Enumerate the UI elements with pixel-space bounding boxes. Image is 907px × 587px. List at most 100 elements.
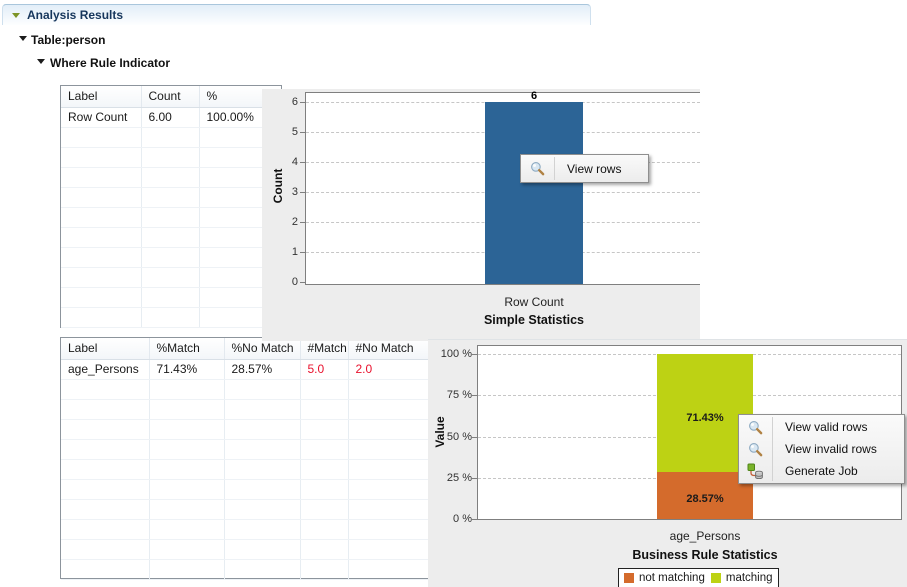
tick-mark [300, 282, 305, 283]
y-tick-label: 75 % [446, 389, 472, 401]
y-tick-label: 100 % [440, 348, 472, 360]
column-header-pnomatch[interactable]: %No Match [224, 338, 301, 360]
tick-mark [300, 132, 305, 133]
empty-row [61, 187, 281, 208]
empty-row [61, 499, 431, 520]
empty-row [61, 519, 431, 540]
empty-row [61, 307, 281, 328]
empty-row [61, 147, 281, 168]
y-tick-label: 4 [291, 156, 298, 168]
menu-item-label: View rows [567, 161, 622, 176]
empty-row [61, 167, 281, 188]
tick-mark [472, 354, 477, 355]
table-row[interactable]: Row Count 6.00 100.00% [61, 107, 281, 128]
context-menu-view-rows: View rows [520, 154, 649, 183]
y-tick-label: 50 % [446, 431, 472, 443]
generate-job-icon [739, 463, 772, 480]
chart-title: Business Rule Statistics [632, 548, 778, 562]
bar-value-label: 6 [530, 90, 538, 102]
empty-row [61, 207, 281, 228]
bar-segment-matching[interactable] [657, 354, 753, 472]
tick-mark [472, 478, 477, 479]
plot-area: 71.43% 28.57% [477, 345, 902, 520]
empty-row [61, 439, 431, 460]
collapse-triangle-icon[interactable] [12, 13, 20, 18]
empty-row [61, 287, 281, 308]
menu-item-label: View invalid rows [785, 442, 877, 456]
legend-swatch-matching [710, 573, 721, 583]
cell-nnomatch: 2.0 [348, 359, 431, 380]
tick-mark [472, 437, 477, 438]
menu-item-label: View valid rows [785, 420, 868, 434]
empty-row [61, 419, 431, 440]
column-header-nnomatch[interactable]: #No Match [348, 338, 431, 360]
tick-mark [300, 192, 305, 193]
menu-item-view-invalid-rows[interactable]: View invalid rows [739, 438, 904, 460]
column-header-count[interactable]: Count [141, 86, 200, 108]
empty-row [61, 479, 431, 500]
chart-legend: not matching matching [618, 568, 779, 587]
business-rule-statistics-table: Label %Match %No Match #Match #No Match … [60, 337, 432, 580]
tick-mark [300, 252, 305, 253]
simple-statistics-table: Label Count % Row Count 6.00 100.00% [60, 85, 282, 328]
y-tick-label: 6 [291, 96, 298, 108]
tree-node-where-rule-indicator[interactable]: Where Rule Indicator [50, 56, 171, 70]
magnifier-icon [521, 161, 554, 176]
tick-mark [472, 395, 477, 396]
collapse-triangle-icon[interactable] [19, 36, 27, 41]
table-header-row: Label Count % [61, 86, 281, 108]
table-row[interactable]: age_Persons 71.43% 28.57% 5.0 2.0 [61, 359, 431, 380]
cell-nmatch: 5.0 [300, 359, 349, 380]
cell-pnomatch: 28.57% [224, 359, 301, 380]
bar-row-count[interactable] [485, 102, 583, 284]
cell-label: age_Persons [61, 359, 150, 380]
empty-row [61, 399, 431, 420]
y-tick-label: 5 [291, 126, 298, 138]
segment-label-matching: 71.43% [686, 412, 724, 424]
plot-area [305, 92, 700, 285]
legend-label-matching: matching [725, 572, 773, 584]
cell-label: Row Count [61, 107, 142, 128]
menu-item-view-rows[interactable]: View rows [521, 155, 648, 182]
section-title: Analysis Results [27, 8, 124, 22]
cell-count: 6.00 [141, 107, 200, 128]
category-label: Row Count [504, 295, 564, 309]
magnifier-icon [739, 420, 772, 435]
legend-label-not-matching: not matching [639, 572, 705, 584]
simple-statistics-chart: 6 6 5 4 3 2 1 0 Count Row Count Simple S… [262, 89, 700, 341]
analysis-results-header[interactable]: Analysis Results [2, 4, 591, 25]
empty-row [61, 127, 281, 148]
column-header-label[interactable]: Label [61, 338, 150, 360]
y-tick-label: 0 % [453, 513, 472, 525]
column-header-nmatch[interactable]: #Match [300, 338, 349, 360]
cell-pmatch: 71.43% [149, 359, 225, 380]
empty-row [61, 559, 431, 580]
y-tick-label: 2 [291, 216, 298, 228]
menu-separator [554, 157, 555, 180]
cell-percent: 100.00% [199, 107, 281, 128]
context-menu-rule-actions: View valid rows View invalid rows [738, 414, 905, 484]
tree-node-table[interactable]: Table:person [31, 33, 106, 47]
tick-mark [300, 102, 305, 103]
chart-title: Simple Statistics [483, 313, 585, 327]
menu-item-view-valid-rows[interactable]: View valid rows [739, 416, 904, 438]
segment-label-not-matching: 28.57% [686, 493, 724, 505]
collapse-triangle-icon[interactable] [37, 59, 45, 64]
empty-row [61, 539, 431, 560]
bar-segment-not-matching[interactable] [657, 472, 753, 519]
magnifier-icon [739, 442, 772, 457]
y-axis-title: Count [271, 168, 285, 204]
menu-item-label: Generate Job [785, 464, 858, 478]
tick-mark [300, 222, 305, 223]
menu-separator [772, 417, 773, 481]
y-tick-label: 0 [291, 276, 298, 288]
legend-swatch-not-matching [624, 573, 634, 583]
y-tick-label: 25 % [446, 472, 472, 484]
column-header-label[interactable]: Label [61, 86, 142, 108]
y-tick-label: 1 [291, 246, 298, 258]
column-header-pmatch[interactable]: %Match [149, 338, 225, 360]
empty-row [61, 267, 281, 288]
menu-item-generate-job[interactable]: Generate Job [739, 460, 904, 482]
column-header-percent[interactable]: % [199, 86, 281, 108]
empty-row [61, 247, 281, 268]
